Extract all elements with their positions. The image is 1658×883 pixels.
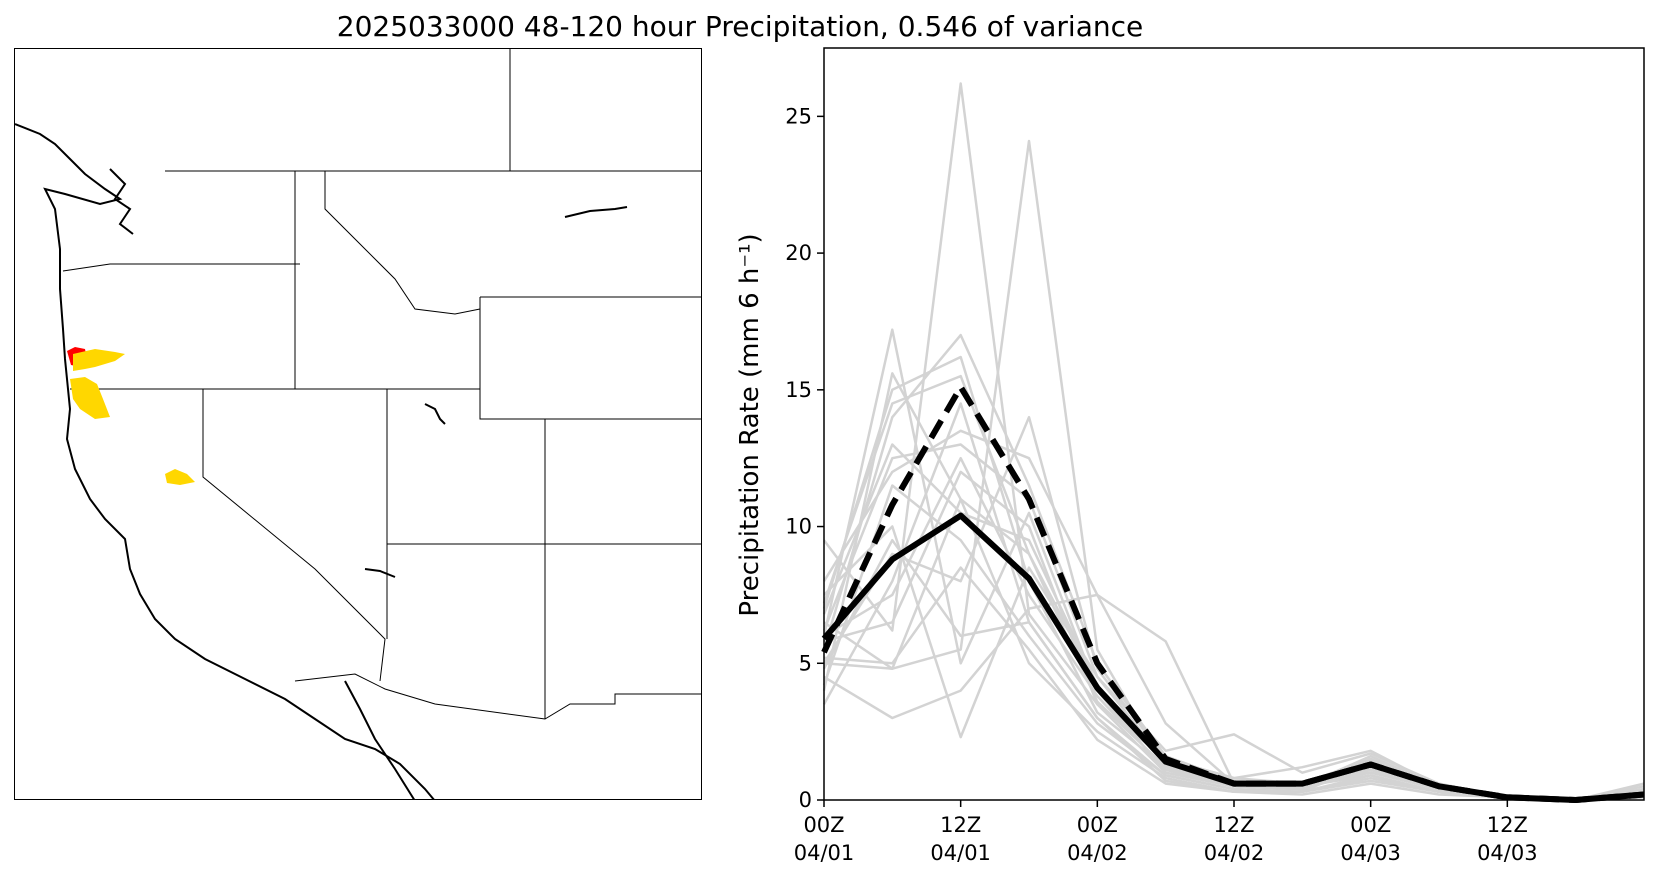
x-tick-time-label: 00Z bbox=[803, 813, 844, 837]
ensemble-member-line-8 bbox=[823, 497, 1645, 802]
x-tick-time-label: 00Z bbox=[1077, 813, 1118, 837]
ensemble-member-line-2 bbox=[822, 328, 1645, 802]
basin-medium-2 bbox=[70, 377, 110, 419]
plot-frame bbox=[823, 47, 1645, 801]
basin-medium-1 bbox=[73, 349, 125, 371]
lake-mead bbox=[364, 568, 396, 578]
great-salt-lake bbox=[424, 403, 446, 425]
x-tick-date-label: 04/03 bbox=[1340, 841, 1401, 865]
basin-map bbox=[14, 48, 702, 800]
coastline bbox=[15, 123, 435, 799]
y-tick-label: 5 bbox=[799, 651, 812, 675]
x-tick-date-label: 04/03 bbox=[1477, 841, 1538, 865]
x-tick-time-label: 12Z bbox=[1213, 813, 1254, 837]
y-tick-label: 25 bbox=[785, 104, 812, 128]
figure-title: 2025033000 48-120 hour Precipitation, 0.… bbox=[336, 10, 1144, 43]
y-tick-label: 0 bbox=[799, 788, 812, 812]
y-tick-label: 10 bbox=[785, 515, 812, 539]
ensemble-member-line-12 bbox=[823, 456, 1645, 802]
basin-medium-3 bbox=[165, 469, 195, 485]
gulf-of-california bbox=[344, 680, 415, 799]
x-tick-time-label: 12Z bbox=[940, 813, 981, 837]
ensemble-member-line-14 bbox=[822, 443, 1645, 802]
x-tick-time-label: 00Z bbox=[1350, 813, 1391, 837]
series-layer bbox=[821, 82, 1645, 803]
solid-series-line bbox=[821, 512, 1645, 803]
mexico-border bbox=[294, 673, 701, 720]
wyoming-border bbox=[479, 296, 701, 420]
y-tick-label: 20 bbox=[785, 241, 812, 265]
wa-or-border bbox=[62, 263, 300, 272]
puget-sound bbox=[109, 168, 134, 235]
ensemble-member-line-10 bbox=[823, 525, 1645, 802]
basin-map-svg bbox=[15, 49, 701, 799]
x-tick-date-label: 04/02 bbox=[1204, 841, 1265, 865]
x-tick-date-label: 04/01 bbox=[794, 841, 855, 865]
x-tick-time-label: 12Z bbox=[1487, 813, 1528, 837]
y-axis-label: Precipitation Rate (mm 6 h⁻¹) bbox=[735, 233, 765, 616]
flathead-lake bbox=[564, 206, 628, 218]
x-tick-date-label: 04/01 bbox=[930, 841, 991, 865]
ensemble-member-line-16 bbox=[822, 538, 1645, 802]
ca-nv-border bbox=[202, 389, 386, 682]
id-mt-border bbox=[324, 171, 481, 315]
axis-layer: 0 5 10 15 20 25 00Z 04/01 12Z 04/01 00Z 04/02 12Z 04/… bbox=[785, 47, 1645, 865]
y-tick-label: 15 bbox=[785, 378, 812, 402]
x-tick-date-label: 04/02 bbox=[1067, 841, 1128, 865]
ensemble-member-line-1 bbox=[823, 139, 1645, 802]
